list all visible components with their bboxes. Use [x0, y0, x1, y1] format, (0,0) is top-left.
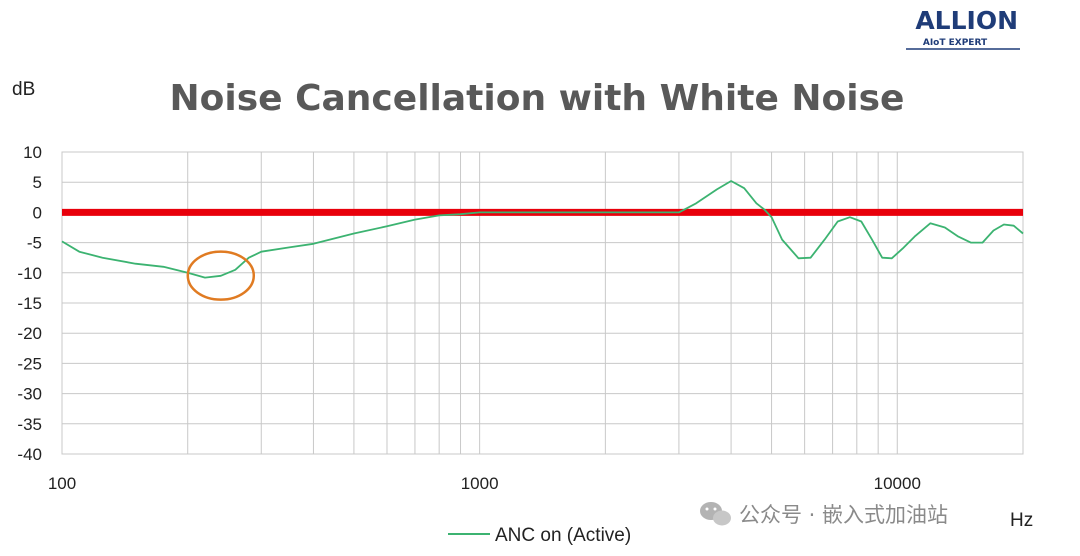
y-tick-label: -10	[17, 264, 42, 283]
series-line	[61, 180, 1024, 279]
y-tick-label: 0	[33, 203, 42, 222]
y-axis-label: dB	[12, 79, 35, 100]
logo-name: ALLION	[915, 6, 1018, 35]
y-tick-label: -30	[17, 385, 42, 404]
y-ticks: 10 5 0 -5 -10 -15 -20 -25 -30 -35 -40	[17, 143, 42, 464]
watermark-text: 公众号 · 嵌入式加油站	[739, 503, 948, 527]
y-tick-label: -25	[17, 354, 42, 373]
x-tick-label: 1000	[461, 474, 499, 493]
legend-label: ANC on (Active)	[495, 525, 631, 546]
legend: ANC on (Active)	[448, 525, 631, 546]
y-tick-label: -40	[17, 445, 42, 464]
highlight-circle	[186, 250, 256, 301]
logo-tagline: AIoT EXPERT	[923, 38, 988, 48]
x-ticks: 100 1000 10000	[48, 474, 921, 493]
y-tick-label: -15	[17, 294, 42, 313]
y-tick-label: -5	[27, 234, 42, 253]
y-tick-label: 10	[23, 143, 42, 162]
y-tick-label: -20	[17, 324, 42, 343]
highlight-group	[186, 250, 256, 301]
series-group	[61, 180, 1024, 279]
y-tick-label: -35	[17, 415, 42, 434]
y-tick-label: 5	[33, 173, 42, 192]
x-axis-label: Hz	[1010, 510, 1033, 531]
x-tick-label: 10000	[874, 474, 921, 493]
wechat-icon	[700, 502, 731, 526]
allion-logo: ALLION AIoT EXPERT	[906, 6, 1020, 50]
grid	[61, 151, 1024, 455]
wechat-watermark: 公众号 · 嵌入式加油站	[700, 502, 948, 527]
x-tick-label: 100	[48, 474, 76, 493]
chart-title: Noise Cancellation with White Noise	[170, 78, 905, 119]
